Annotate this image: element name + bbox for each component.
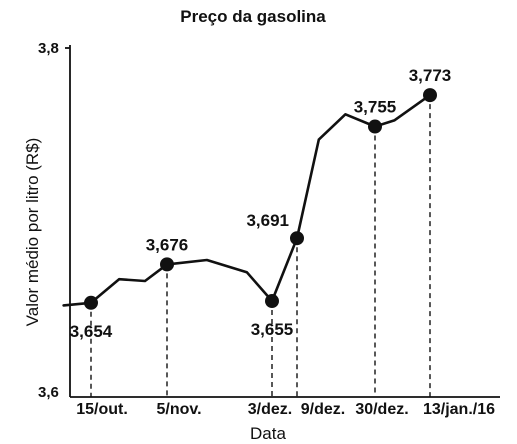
x-tick-labels: 15/out. 5/nov. 3/dez. 9/dez. 30/dez. 13/jan./…	[76, 401, 495, 418]
y-tick-label-min: 3,6	[38, 384, 59, 401]
data-point-13-jan-16	[423, 88, 437, 103]
data-label-3-dez: 3,655	[251, 320, 294, 339]
data-point-5-nov	[160, 257, 174, 272]
data-point-3-dez	[265, 294, 279, 309]
x-tick-label-15-out: 15/out.	[76, 401, 128, 418]
drop-lines	[90, 95, 431, 397]
data-labels: 3,654 3,676 3,655 3,691 3,755 3,773	[70, 66, 452, 341]
data-label-15-out: 3,654	[70, 322, 113, 341]
x-tick-label-9-dez: 9/dez.	[301, 401, 345, 418]
x-tick-label-30-dez: 30/dez.	[355, 401, 408, 418]
data-label-30-dez: 3,755	[354, 98, 397, 117]
data-label-13-jan-16: 3,773	[409, 66, 452, 85]
y-tick-label-max: 3,8	[38, 40, 59, 57]
x-tick-label-13-jan-16: 13/jan./16	[423, 401, 495, 418]
data-label-5-nov: 3,676	[146, 235, 189, 254]
x-tick-label-3-dez: 3/dez.	[248, 401, 292, 418]
y-axis-title: Valor médio por litro (R$)	[23, 138, 42, 327]
data-point-15-out	[84, 295, 98, 310]
chart-title: Preço da gasolina	[180, 7, 326, 26]
data-label-9-dez: 3,691	[246, 211, 289, 230]
data-point-30-dez	[368, 119, 382, 134]
data-points	[84, 88, 437, 310]
x-axis-title: Data	[250, 424, 286, 443]
data-point-9-dez	[290, 231, 304, 246]
x-tick-label-5-nov: 5/nov.	[156, 401, 201, 418]
